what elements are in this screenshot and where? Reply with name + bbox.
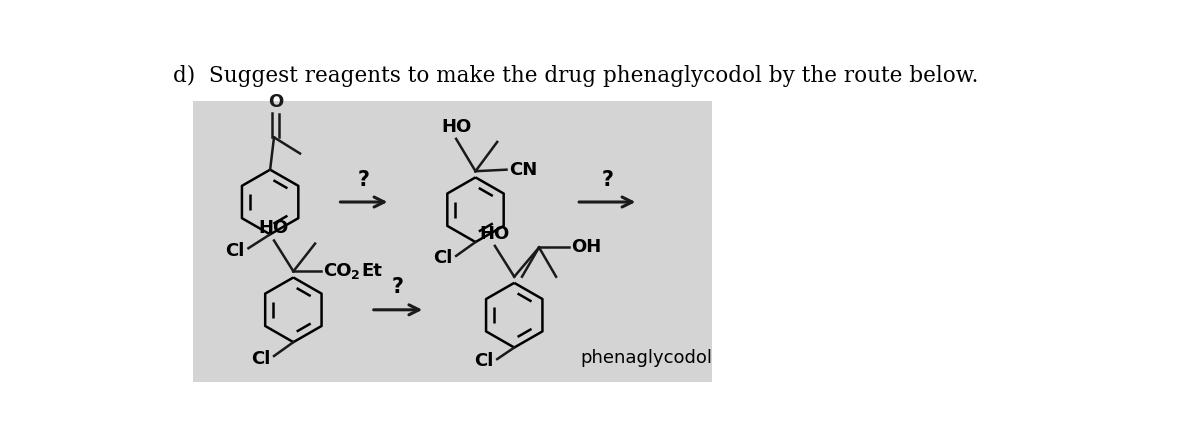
Text: O: O (268, 93, 283, 111)
Text: HO: HO (259, 219, 289, 238)
FancyBboxPatch shape (193, 101, 712, 382)
Text: phenaglycodol: phenaglycodol (580, 348, 712, 367)
Text: HO: HO (442, 118, 472, 136)
Text: Cl: Cl (474, 352, 493, 370)
Text: ?: ? (392, 278, 404, 298)
Text: Cl: Cl (251, 350, 270, 368)
Text: CO: CO (323, 262, 352, 279)
Text: ?: ? (601, 170, 613, 190)
Text: d)  Suggest reagents to make the drug phenaglycodol by the route below.: d) Suggest reagents to make the drug phe… (173, 65, 979, 87)
Text: Et: Et (361, 262, 383, 279)
Text: Cl: Cl (226, 242, 245, 259)
Text: OH: OH (571, 239, 601, 256)
Text: Cl: Cl (433, 249, 452, 267)
Text: ?: ? (358, 170, 370, 190)
Text: 2: 2 (352, 269, 360, 283)
Text: CN: CN (509, 162, 538, 179)
Text: HO: HO (480, 225, 510, 243)
